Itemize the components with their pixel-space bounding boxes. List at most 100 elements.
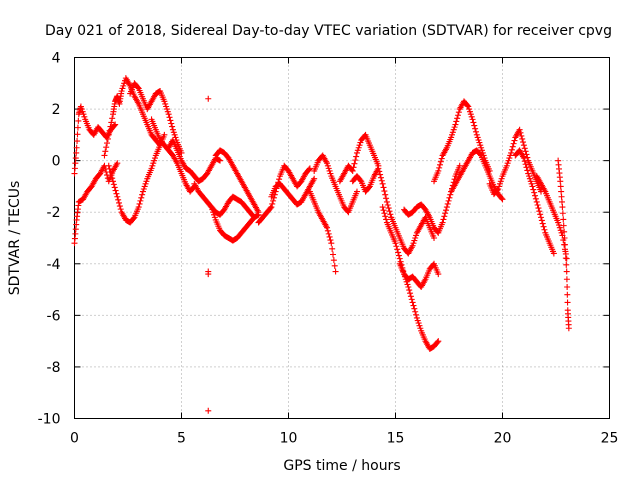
series-arc23 — [486, 126, 545, 198]
data-point — [365, 184, 372, 191]
data-point — [447, 191, 454, 198]
data-point — [564, 299, 571, 306]
series-arc18 — [388, 214, 438, 257]
data-point — [495, 186, 502, 193]
data-point — [111, 184, 118, 191]
data-point — [211, 214, 218, 221]
data-point — [562, 255, 569, 262]
data-point — [522, 148, 529, 155]
data-point — [324, 224, 331, 231]
data-point — [331, 262, 338, 269]
data-point — [436, 164, 443, 171]
data-point — [150, 160, 157, 167]
data-point — [378, 177, 385, 184]
data-point — [536, 208, 543, 215]
data-point — [327, 170, 334, 177]
data-point — [559, 204, 566, 211]
data-point — [354, 147, 361, 154]
data-point — [466, 106, 473, 113]
data-point — [107, 168, 114, 175]
data-point — [328, 240, 335, 247]
data-point — [105, 131, 112, 138]
data-point — [437, 158, 444, 165]
data-point — [112, 187, 119, 194]
data-point — [118, 88, 125, 95]
data-point — [205, 95, 212, 102]
data-point — [409, 242, 416, 249]
series-arc17 — [379, 204, 442, 352]
data-point — [532, 195, 539, 202]
data-point — [114, 193, 121, 200]
x-tick-label: 0 — [70, 431, 79, 447]
data-point — [71, 165, 78, 172]
data-point — [326, 167, 333, 174]
data-point — [77, 103, 84, 110]
data-point — [506, 155, 513, 162]
y-tick-label: -8 — [47, 360, 61, 376]
data-point — [478, 147, 485, 154]
data-point — [498, 195, 505, 202]
data-point — [560, 216, 567, 223]
data-point — [564, 283, 571, 290]
data-point — [412, 308, 419, 315]
data-point — [329, 245, 336, 252]
data-point — [521, 158, 528, 165]
data-point — [408, 296, 415, 303]
data-point — [355, 144, 362, 151]
data-point — [499, 196, 506, 203]
data-point — [526, 173, 533, 180]
data-point — [169, 123, 176, 130]
data-point — [455, 109, 462, 116]
data-point — [349, 167, 356, 174]
data-point — [255, 209, 262, 216]
data-point — [530, 186, 537, 193]
data-point — [466, 108, 473, 115]
data-point — [409, 299, 416, 306]
data-point — [517, 129, 524, 136]
data-point — [330, 257, 337, 264]
data-point — [139, 188, 146, 195]
data-point — [431, 235, 438, 241]
data-point — [496, 183, 503, 190]
data-point — [474, 134, 481, 141]
data-point — [528, 180, 535, 187]
data-point — [532, 192, 539, 199]
data-point — [509, 143, 516, 150]
data-point — [101, 152, 108, 159]
data-point — [456, 162, 463, 169]
data-point — [108, 119, 115, 126]
data-point — [167, 117, 174, 124]
data-point — [520, 139, 527, 146]
data-point — [210, 209, 217, 216]
data-point — [375, 165, 382, 172]
data-point — [507, 152, 514, 159]
data-point — [435, 271, 442, 278]
data-point — [464, 102, 471, 109]
data-point — [324, 160, 331, 167]
data-point — [469, 116, 476, 123]
data-point — [521, 145, 528, 152]
data-point — [510, 140, 517, 147]
series-outliers — [205, 95, 212, 414]
data-point — [527, 178, 534, 185]
data-point — [503, 162, 510, 169]
data-point — [523, 164, 530, 171]
data-point — [555, 219, 562, 226]
y-axis-label: SDTVAR / TECUs — [7, 181, 23, 296]
data-point — [533, 198, 540, 205]
series-arc20 — [401, 162, 463, 236]
data-point — [538, 214, 545, 221]
data-point — [78, 106, 85, 113]
data-point — [494, 187, 501, 194]
data-point — [471, 122, 478, 129]
data-point — [119, 85, 126, 92]
data-point — [162, 100, 169, 107]
data-point — [529, 183, 536, 190]
data-point — [382, 191, 389, 198]
data-point — [538, 217, 545, 224]
series-arc10 — [212, 147, 262, 216]
data-point — [164, 108, 171, 115]
data-point — [168, 120, 175, 127]
data-point — [526, 175, 533, 182]
data-point — [71, 170, 78, 177]
